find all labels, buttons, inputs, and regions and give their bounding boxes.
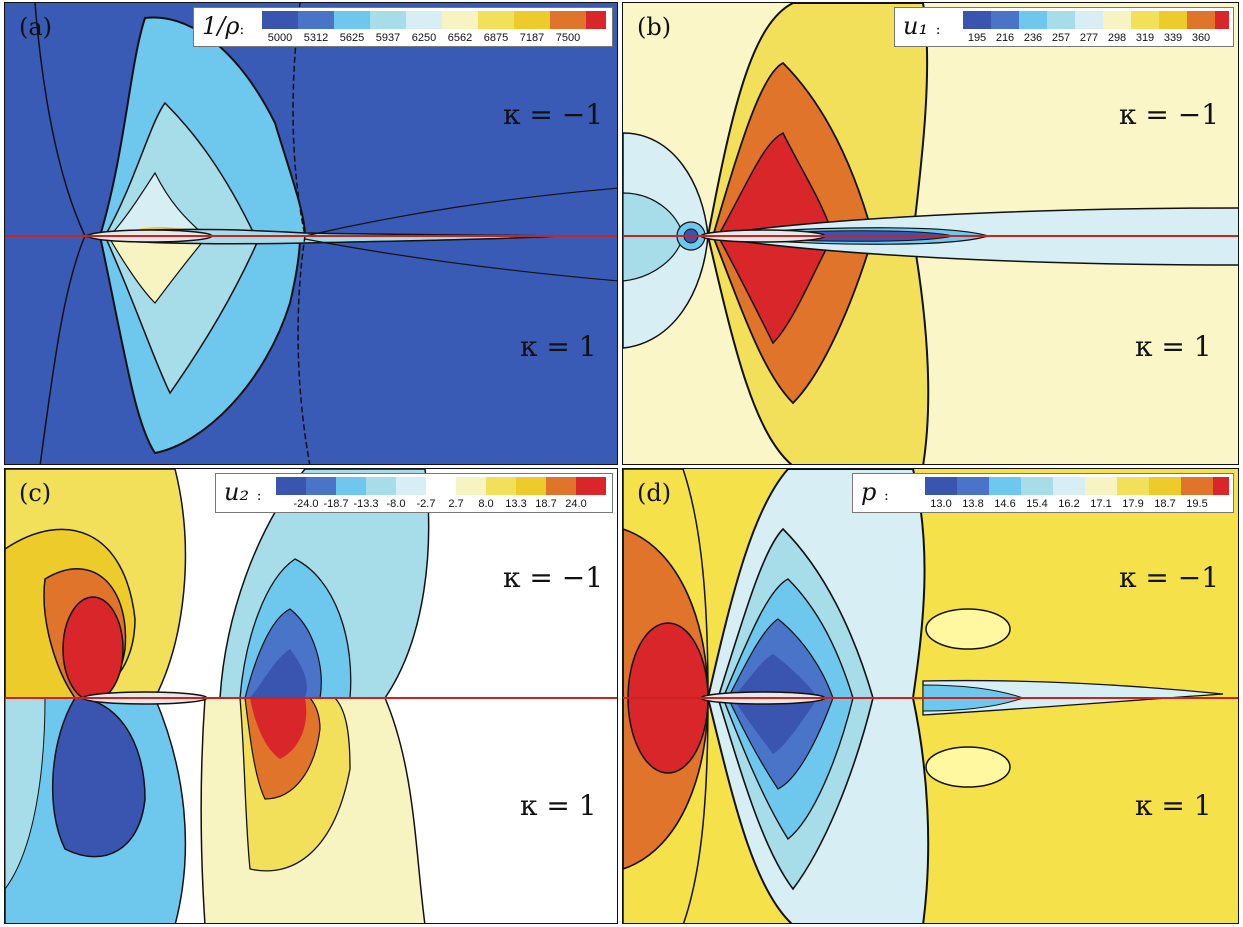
tick-label: 6250 <box>411 32 437 44</box>
tick-label: 24.0 <box>565 498 587 510</box>
tick-label: 2.7 <box>448 498 464 510</box>
tick-label: 216 <box>995 32 1015 44</box>
tick-label: 277 <box>1079 32 1099 44</box>
tick-label: -8.0 <box>386 498 406 510</box>
tick-label: -24.0 <box>293 498 319 510</box>
colorbar-swatches <box>963 11 1229 29</box>
tick-label: 236 <box>1023 32 1043 44</box>
kappa-lower-label: κ = 1 <box>1135 330 1212 363</box>
colorbar-swatches <box>276 477 606 495</box>
panel-d: (d) p : 13.0 13.8 14.6 15.4 16.2 17.1 17… <box>622 468 1239 924</box>
legend-variable: 1/ρ: <box>202 12 245 40</box>
tick-label: 298 <box>1107 32 1127 44</box>
u1-contour-field <box>623 3 1238 464</box>
tick-label: 15.4 <box>1026 498 1048 510</box>
colorbar-swatches <box>262 11 606 29</box>
tick-label: 360 <box>1191 32 1211 44</box>
tick-label: 16.2 <box>1058 498 1080 510</box>
tick-label: 339 <box>1163 32 1183 44</box>
tick-label: 17.9 <box>1122 498 1144 510</box>
tick-label: -2.7 <box>416 498 436 510</box>
tick-label: 19.5 <box>1186 498 1208 510</box>
tick-label: 6875 <box>483 32 509 44</box>
colorbar-legend: u₂ : -24.0 -18.7 -13.3 -8.0 -2.7 2.7 8.0… <box>215 473 613 513</box>
legend-variable: u₁ : <box>903 12 941 40</box>
tick-label: 257 <box>1051 32 1071 44</box>
legend-variable: u₂ : <box>224 478 262 506</box>
kappa-upper-label: κ = −1 <box>1119 98 1220 131</box>
tick-label: 14.6 <box>994 498 1016 510</box>
colorbar-legend: u₁ : 195 216 236 257 277 298 319 339 360 <box>894 7 1234 47</box>
u2-contour-field <box>5 469 617 923</box>
tick-label: 13.0 <box>930 498 952 510</box>
panel-a: (a) 1/ρ: 5000 5312 5625 5937 6250 6562 6… <box>4 2 618 465</box>
tick-label: -13.3 <box>353 498 379 510</box>
panel-c: (c) u₂ : -24.0 -18.7 -13.3 -8.0 -2.7 2.7… <box>4 468 618 924</box>
tick-label: 7500 <box>555 32 581 44</box>
tick-label: 13.8 <box>962 498 984 510</box>
tick-label: 7187 <box>519 32 545 44</box>
panel-label: (d) <box>637 479 672 507</box>
colorbar-legend: 1/ρ: 5000 5312 5625 5937 6250 6562 6875 … <box>193 7 613 47</box>
tick-label: 5625 <box>339 32 365 44</box>
tick-label: 5937 <box>375 32 401 44</box>
density-contour-field <box>5 3 617 464</box>
kappa-lower-label: κ = 1 <box>520 330 597 363</box>
tick-label: 195 <box>967 32 987 44</box>
colorbar-swatches <box>925 477 1229 495</box>
colorbar-legend: p : 13.0 13.8 14.6 15.4 16.2 17.1 17.9 1… <box>852 473 1234 513</box>
tick-label: 8.0 <box>478 498 494 510</box>
tick-label: -18.7 <box>323 498 349 510</box>
tick-label: 5312 <box>303 32 329 44</box>
kappa-upper-label: κ = −1 <box>503 561 604 594</box>
panel-label: (c) <box>19 479 52 507</box>
panel-label: (a) <box>19 13 53 41</box>
tick-label: 18.7 <box>1154 498 1176 510</box>
kappa-upper-label: κ = −1 <box>503 98 604 131</box>
kappa-upper-label: κ = −1 <box>1119 561 1220 594</box>
kappa-lower-label: κ = 1 <box>520 789 597 822</box>
tick-label: 13.3 <box>505 498 527 510</box>
tick-label: 17.1 <box>1090 498 1112 510</box>
legend-variable: p : <box>861 478 889 506</box>
tick-label: 6562 <box>447 32 473 44</box>
panel-label: (b) <box>637 13 672 41</box>
kappa-lower-label: κ = 1 <box>1135 789 1212 822</box>
tick-label: 319 <box>1135 32 1155 44</box>
panel-b: (b) u₁ : 195 216 236 257 277 298 319 339… <box>622 2 1239 465</box>
tick-label: 18.7 <box>535 498 557 510</box>
tick-label: 5000 <box>267 32 293 44</box>
pressure-contour-field <box>623 469 1238 923</box>
